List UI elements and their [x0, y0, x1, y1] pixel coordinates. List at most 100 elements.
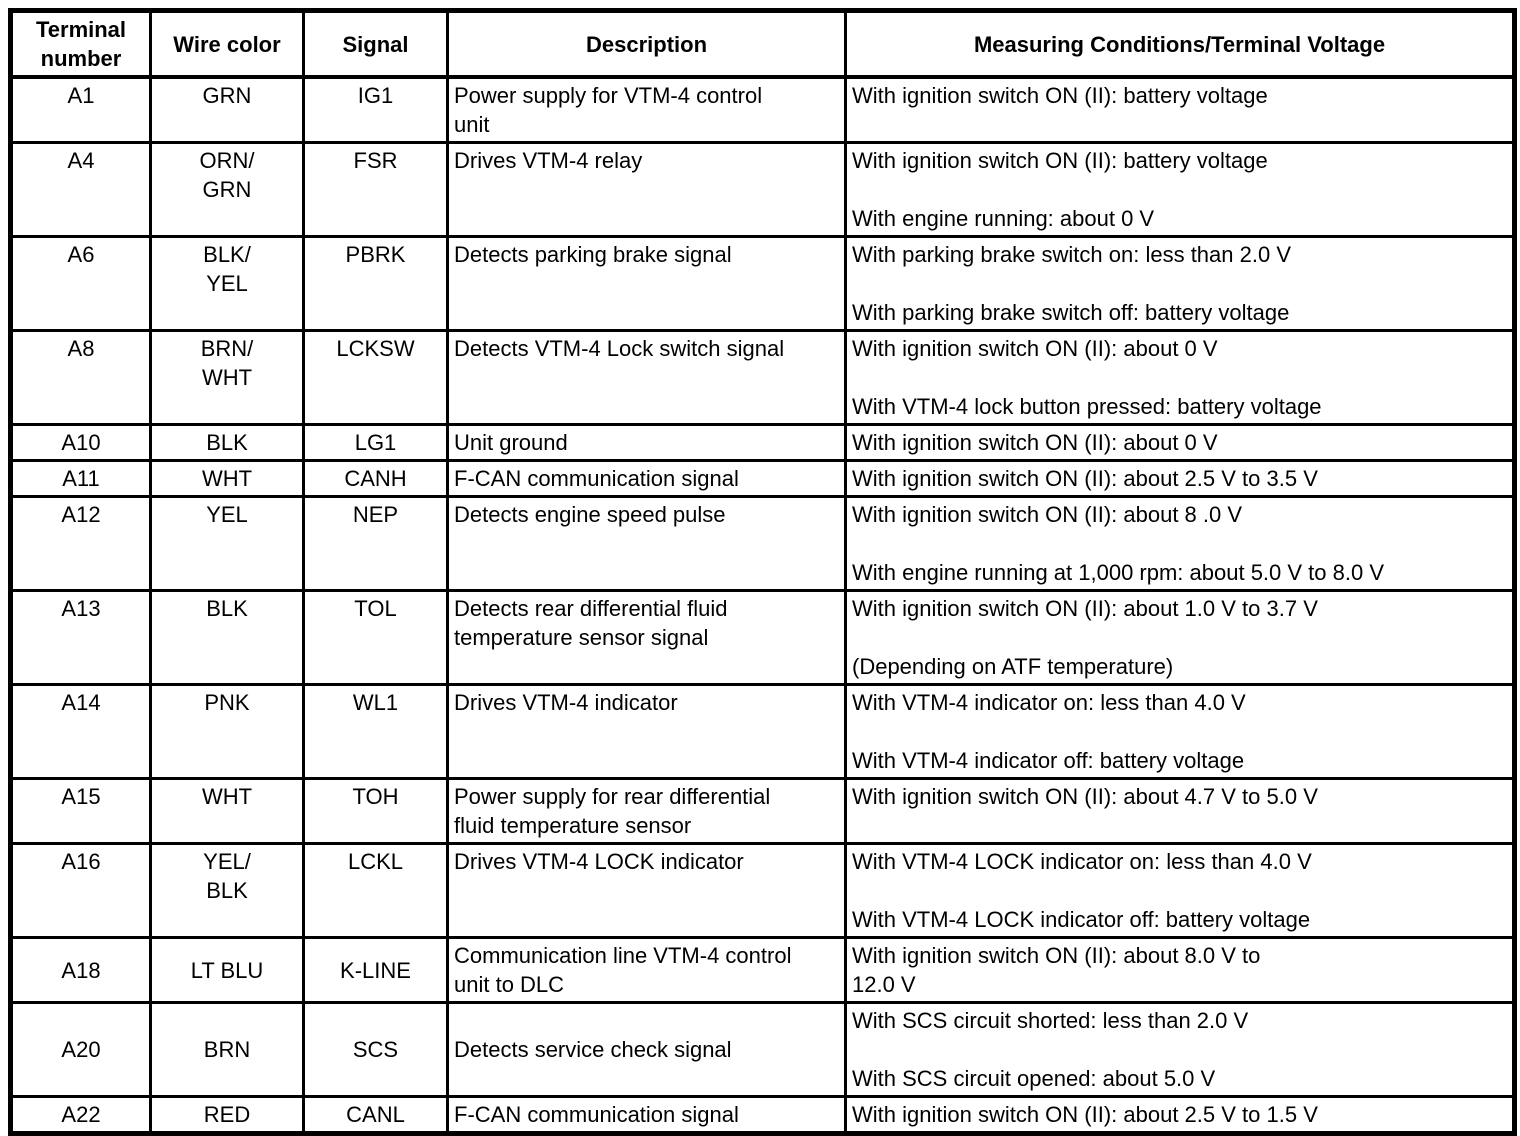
- description-cell: Drives VTM-4 indicator: [446, 683, 847, 780]
- condition-text: With engine running: about 0 V: [852, 206, 1155, 231]
- table-body: A1 GRN IG1 Power supply for VTM-4 control u…: [9, 75, 1516, 1135]
- terminal-number-cell: A20: [9, 1001, 152, 1098]
- condition-text: With ignition switch ON (II): about 2.5 …: [852, 466, 1318, 491]
- table-row: A15 WHT TOH Power supply for rear different…: [9, 777, 1516, 845]
- measuring-conditions-cell: With ignition switch ON (II): about 1.0 …: [844, 589, 1516, 686]
- description-cell: F-CAN communication signal: [446, 459, 847, 498]
- table-row: A10 BLK LG1 Unit ground With ignition switch…: [9, 423, 1516, 462]
- description-cell: Detects rear differential fluid temperat…: [446, 589, 847, 686]
- condition-text: With ignition switch ON (II): about 2.5 …: [852, 1102, 1318, 1127]
- signal-cell: CANH: [302, 459, 449, 498]
- signal-cell: SCS: [302, 1001, 449, 1098]
- table-row: A6 BLK/ YEL PBRK Detects parking brake sign…: [9, 235, 1516, 332]
- header-cell-wire: Wire color: [149, 9, 305, 79]
- wire-color-cell: BRN: [149, 1001, 305, 1098]
- terminal-number-cell: A4: [9, 141, 152, 238]
- description-cell: Detects engine speed pulse: [446, 495, 847, 592]
- wire-color-cell: BRN/ WHT: [149, 329, 305, 426]
- wire-color-cell: WHT: [149, 459, 305, 498]
- terminal-number-cell: A12: [9, 495, 152, 592]
- condition-text: With parking brake switch off: battery v…: [852, 300, 1290, 325]
- terminal-number-cell: A13: [9, 589, 152, 686]
- signal-cell: IG1: [302, 75, 449, 144]
- measuring-conditions-cell: With ignition switch ON (II): battery vo…: [844, 75, 1516, 144]
- terminal-number-cell: A8: [9, 329, 152, 426]
- table-row: A14 PNK WL1 Drives VTM-4 indicator With VTM-…: [9, 683, 1516, 780]
- measuring-conditions-cell: With ignition switch ON (II): about 4.7 …: [844, 777, 1516, 845]
- signal-cell: CANL: [302, 1095, 449, 1135]
- signal-cell: TOL: [302, 589, 449, 686]
- condition-text: With ignition switch ON (II): about 0 V: [852, 430, 1218, 455]
- condition-text: With ignition switch ON (II): about 0 V: [852, 336, 1218, 361]
- terminal-number-cell: A22: [9, 1095, 152, 1135]
- description-cell: F-CAN communication signal: [446, 1095, 847, 1135]
- signal-cell: NEP: [302, 495, 449, 592]
- description-cell: Communication line VTM-4 control unit to…: [446, 936, 847, 1004]
- description-cell: Unit ground: [446, 423, 847, 462]
- condition-text: With engine running at 1,000 rpm: about …: [852, 560, 1385, 585]
- wire-color-cell: ORN/ GRN: [149, 141, 305, 238]
- signal-cell: PBRK: [302, 235, 449, 332]
- signal-cell: LG1: [302, 423, 449, 462]
- header-cell-measuring: Measuring Conditions/Terminal Voltage: [844, 9, 1516, 79]
- header-row: Terminal number Wire color Signal Descripti…: [9, 9, 1516, 79]
- description-cell: Drives VTM-4 LOCK indicator: [446, 842, 847, 939]
- description-cell: Power supply for rear differential fluid…: [446, 777, 847, 845]
- wire-color-cell: WHT: [149, 777, 305, 845]
- terminal-number-cell: A14: [9, 683, 152, 780]
- header-cell-signal: Signal: [302, 9, 449, 79]
- measuring-conditions-cell: With ignition switch ON (II): battery vo…: [844, 141, 1516, 238]
- wire-color-cell: YEL/ BLK: [149, 842, 305, 939]
- table-row: A13 BLK TOL Detects rear differential fluid…: [9, 589, 1516, 686]
- header-cell-terminal: Terminal number: [9, 9, 152, 79]
- terminal-number-cell: A10: [9, 423, 152, 462]
- table-row: A20 BRN SCS Detects service check signal Wit…: [9, 1001, 1516, 1098]
- condition-text: With VTM-4 LOCK indicator on: less than …: [852, 849, 1312, 874]
- table-row: A8 BRN/ WHT LCKSW Detects VTM-4 Lock switch…: [9, 329, 1516, 426]
- measuring-conditions-cell: With ignition switch ON (II): about 8.0 …: [844, 936, 1516, 1004]
- condition-text: (Depending on ATF temperature): [852, 654, 1174, 679]
- condition-text: With VTM-4 indicator off: battery voltag…: [852, 748, 1245, 773]
- condition-text: With ignition switch ON (II): about 4.7 …: [852, 784, 1318, 809]
- wire-color-cell: BLK: [149, 423, 305, 462]
- measuring-conditions-cell: With ignition switch ON (II): about 0 V: [844, 423, 1516, 462]
- signal-cell: LCKL: [302, 842, 449, 939]
- wire-color-cell: BLK: [149, 589, 305, 686]
- measuring-conditions-cell: With parking brake switch on: less than …: [844, 235, 1516, 332]
- measuring-conditions-cell: With SCS circuit shorted: less than 2.0 …: [844, 1001, 1516, 1098]
- wire-color-cell: LT BLU: [149, 936, 305, 1004]
- signal-cell: LCKSW: [302, 329, 449, 426]
- terminal-number-cell: A1: [9, 75, 152, 144]
- table-row: A11 WHT CANH F-CAN communication signal With…: [9, 459, 1516, 498]
- signal-cell: FSR: [302, 141, 449, 238]
- header-cell-description: Description: [446, 9, 847, 79]
- table-row: A18 LT BLU K-LINE Communication line VTM-4 …: [9, 936, 1516, 1004]
- condition-text: With VTM-4 lock button pressed: battery …: [852, 394, 1322, 419]
- wire-color-cell: YEL: [149, 495, 305, 592]
- wire-color-cell: BLK/ YEL: [149, 235, 305, 332]
- signal-cell: K-LINE: [302, 936, 449, 1004]
- condition-text: With ignition switch ON (II): about 1.0 …: [852, 596, 1318, 621]
- table-row: A4 ORN/ GRN FSR Drives VTM-4 relay With igni…: [9, 141, 1516, 238]
- terminal-number-cell: A6: [9, 235, 152, 332]
- terminal-number-cell: A15: [9, 777, 152, 845]
- condition-text: With SCS circuit shorted: less than 2.0 …: [852, 1008, 1249, 1033]
- condition-text: With ignition switch ON (II): battery vo…: [852, 148, 1268, 173]
- description-cell: Detects service check signal: [446, 1001, 847, 1098]
- condition-text: With VTM-4 indicator on: less than 4.0 V: [852, 690, 1246, 715]
- measuring-conditions-cell: With ignition switch ON (II): about 2.5 …: [844, 1095, 1516, 1135]
- measuring-conditions-cell: With ignition switch ON (II): about 0 V W…: [844, 329, 1516, 426]
- condition-text: With SCS circuit opened: about 5.0 V: [852, 1066, 1216, 1091]
- description-cell: Power supply for VTM-4 control unit: [446, 75, 847, 144]
- table-row: A16 YEL/ BLK LCKL Drives VTM-4 LOCK indicat…: [9, 842, 1516, 939]
- table-row: A12 YEL NEP Detects engine speed pulse With …: [9, 495, 1516, 592]
- condition-text: With ignition switch ON (II): battery vo…: [852, 83, 1268, 108]
- condition-text: With ignition switch ON (II): about 8.0 …: [852, 943, 1261, 997]
- terminal-number-cell: A11: [9, 459, 152, 498]
- condition-text: With VTM-4 LOCK indicator off: battery v…: [852, 907, 1311, 932]
- signal-cell: TOH: [302, 777, 449, 845]
- wire-color-cell: GRN: [149, 75, 305, 144]
- description-cell: Drives VTM-4 relay: [446, 141, 847, 238]
- measuring-conditions-cell: With VTM-4 indicator on: less than 4.0 V…: [844, 683, 1516, 780]
